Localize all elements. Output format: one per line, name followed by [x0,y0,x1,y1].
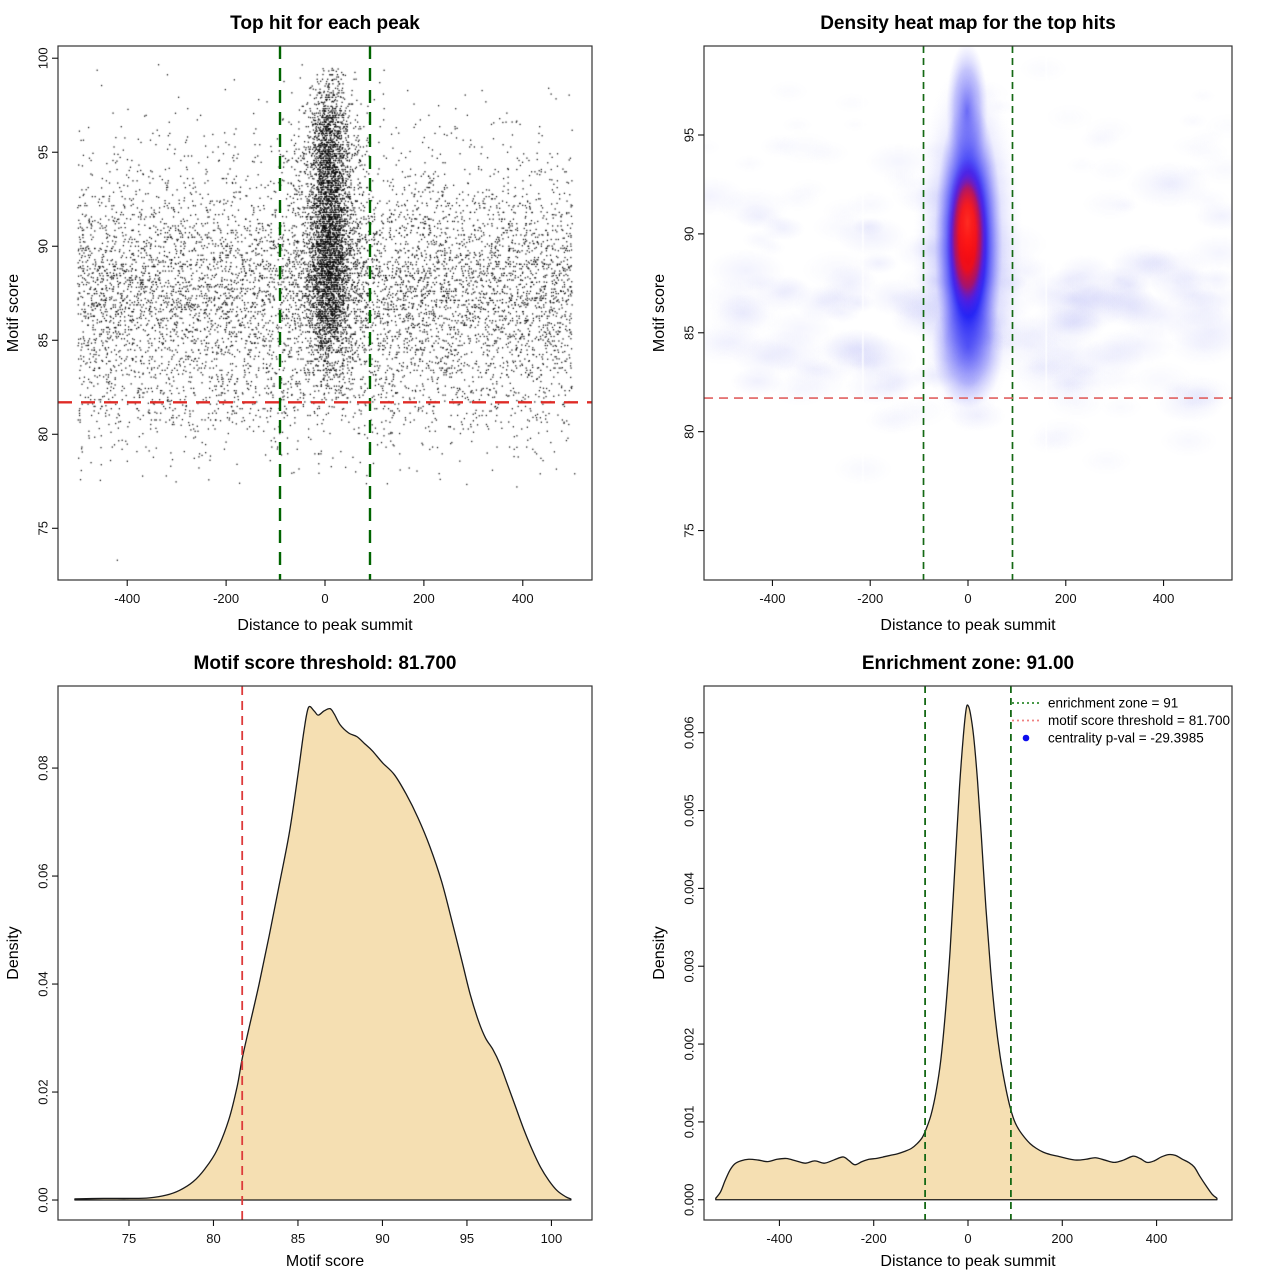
panel1-y-tick-label: 80 [36,427,51,441]
legend-item-label: motif score threshold = 81.700 [1048,713,1230,728]
panel4-x-tick-label: 400 [1146,1231,1168,1246]
panel2-x-axis-label: Distance to peak summit [880,617,1056,634]
panel1-y-tick-label: 90 [36,239,51,253]
panel2-y-axis-label: Motif score [651,273,668,353]
panel3-x-tick-label: 85 [291,1231,305,1246]
panel2-y-tick-label: 95 [682,128,697,142]
panel4-density-area [715,704,1218,1201]
panel2-plot-box [703,45,1233,581]
panel4-y-tick-label: 0.006 [682,716,697,749]
panel4-x-tick-label: 200 [1051,1231,1073,1246]
panel4-y-tick-label: 0.004 [682,872,697,905]
panel4-x-axis-label: Distance to peak summit [880,1253,1056,1270]
panel2-y-tick-label: 75 [682,523,697,537]
panel3-x-tick-label: 80 [206,1231,220,1246]
panel2-x-tick-label: 0 [964,591,971,606]
panel1-y-tick-label: 95 [36,145,51,159]
panel1-x-axis-label: Distance to peak summit [237,617,413,634]
panel4-y-tick-label: 0.003 [682,950,697,983]
panel3-x-tick-label: 100 [541,1231,563,1246]
panel3-x-tick-label: 95 [460,1231,474,1246]
panel1-y-tick-label: 75 [36,521,51,535]
panel1-x-tick-label: -400 [114,591,140,606]
panel2-x-tick-label: -400 [759,591,785,606]
panel1-x-tick-label: -200 [213,591,239,606]
legend-item-label: enrichment zone = 91 [1048,696,1178,711]
panel3-y-tick-label: 0.04 [36,971,51,996]
panel1-x-tick-label: 400 [512,591,534,606]
panel2-x-tick-label: -200 [857,591,883,606]
panel3-x-tick-label: 90 [375,1231,389,1246]
legend-item-label: centrality p-val = -29.3985 [1048,731,1204,746]
panel3-title: Motif score threshold: 81.700 [193,653,457,674]
panel3-plot-box [57,685,593,1221]
panel2-x-tick-label: 200 [1055,591,1077,606]
panel3-density-area [74,705,572,1201]
panel4-y-tick-label: 0.001 [682,1106,697,1139]
panel4-x-tick-label: 0 [964,1231,971,1246]
panel4-y-tick-label: 0.005 [682,794,697,827]
panel3-y-tick-label: 0.02 [36,1079,51,1104]
panel2-x-tick-label: 400 [1153,591,1175,606]
panel1-y-tick-label: 85 [36,333,51,347]
panel1-y-axis-label: Motif score [5,273,22,353]
panel1-plot-box [57,45,593,581]
panel3-y-tick-label: 0.06 [36,863,51,888]
panel2-title: Density heat map for the top hits [820,13,1116,34]
panel4-y-axis-label: Density [651,926,668,980]
panel3-x-tick-label: 75 [122,1231,136,1246]
panel3-x-axis-label: Motif score [285,1253,365,1270]
panel3-y-tick-label: 0.00 [36,1187,51,1212]
legend-marker-dot [1022,734,1030,742]
panel4-title: Enrichment zone: 91.00 [861,653,1075,674]
panel1-x-tick-label: 200 [413,591,435,606]
panel4-y-tick-label: 0.000 [682,1183,697,1216]
panel4-x-tick-label: -200 [861,1231,887,1246]
panel4-x-tick-label: -400 [766,1231,792,1246]
panel4-y-tick-label: 0.002 [682,1028,697,1061]
panel1-x-tick-label: 0 [321,591,328,606]
panel2-y-tick-label: 85 [682,326,697,340]
panel2-y-tick-label: 80 [682,424,697,438]
panel2-y-tick-label: 90 [682,227,697,241]
panel3-y-tick-label: 0.08 [36,755,51,780]
panel3-y-axis-label: Density [5,926,22,980]
panel1-y-tick-label: 100 [36,47,51,69]
panel1-title: Top hit for each peak [230,13,420,34]
